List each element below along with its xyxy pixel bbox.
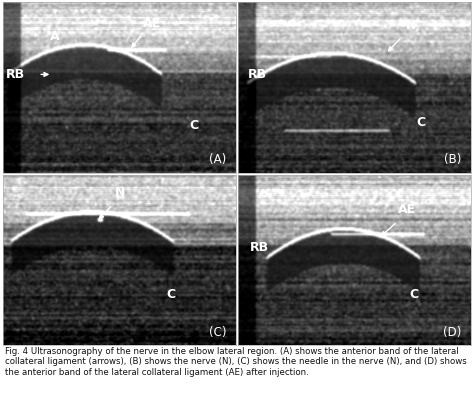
Text: C: C <box>190 119 199 132</box>
Text: Fig. 4 Ultrasonography of the nerve in the elbow lateral region. (A) shows the a: Fig. 4 Ultrasonography of the nerve in t… <box>5 347 466 377</box>
Text: N: N <box>406 18 416 31</box>
Text: (D): (D) <box>444 326 462 339</box>
Text: C: C <box>409 288 418 301</box>
Text: C: C <box>166 288 175 301</box>
Text: N: N <box>115 186 125 199</box>
Text: AE: AE <box>398 203 416 216</box>
Text: (B): (B) <box>445 153 462 166</box>
Text: (C): (C) <box>209 326 226 339</box>
Text: A: A <box>50 30 59 44</box>
Text: (A): (A) <box>209 153 226 166</box>
Text: RB: RB <box>248 68 267 81</box>
Text: AE: AE <box>143 17 161 30</box>
Text: RB: RB <box>250 241 269 253</box>
Text: RB: RB <box>5 68 25 81</box>
Text: C: C <box>416 116 425 129</box>
